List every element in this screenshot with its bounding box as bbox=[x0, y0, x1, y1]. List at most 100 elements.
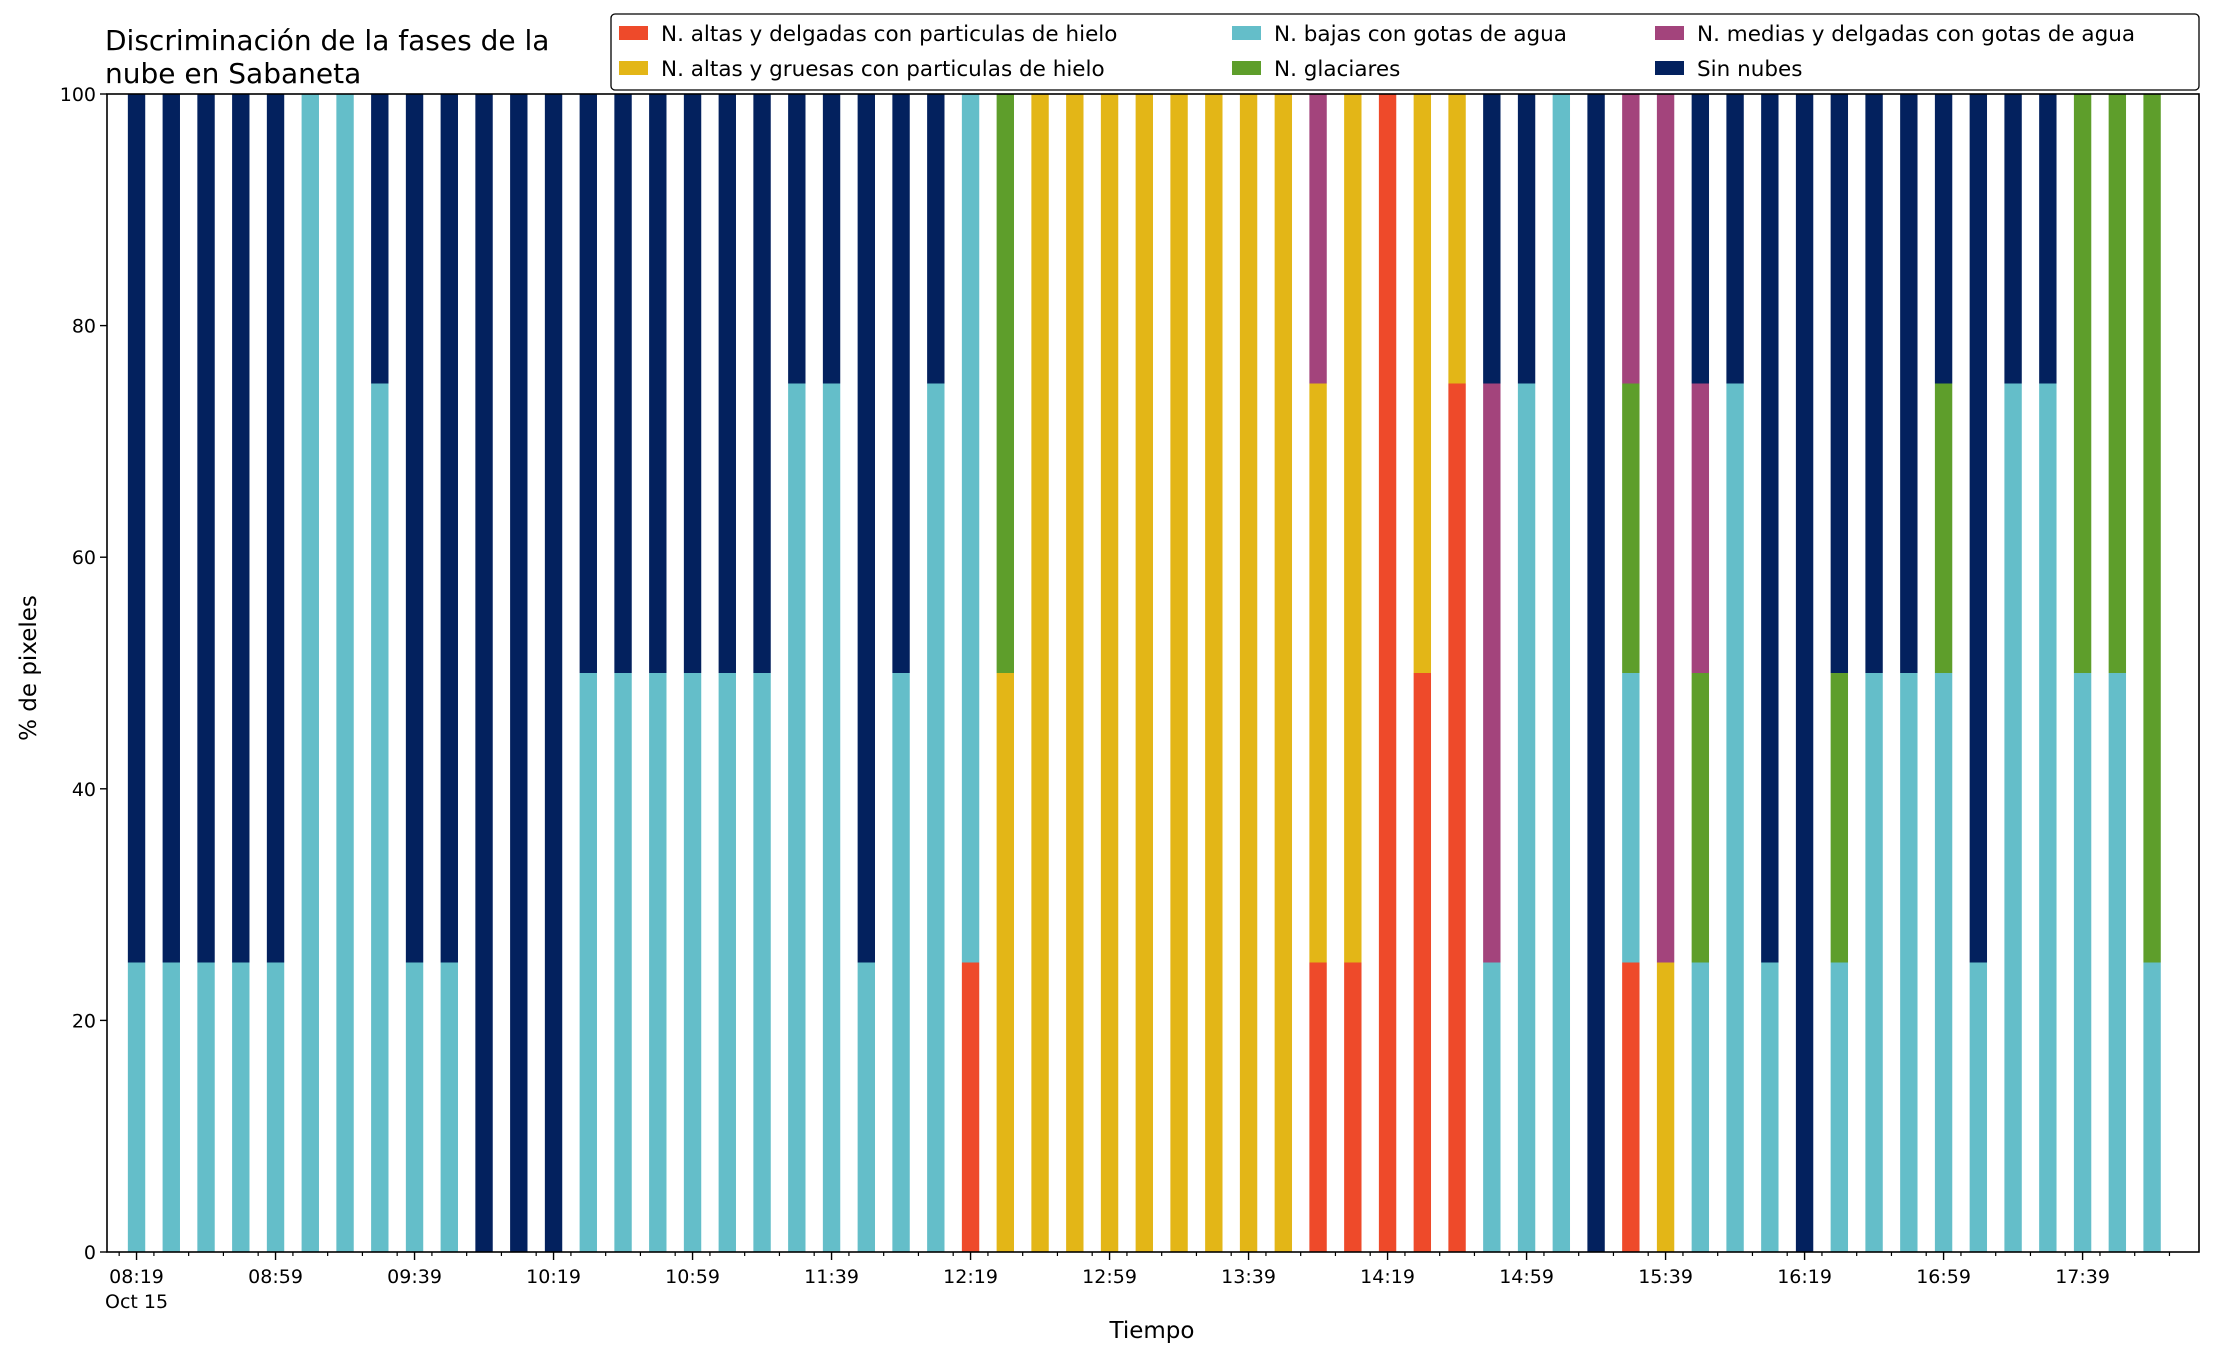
legend-label-4: N. medias y delgadas con gotas de agua bbox=[1697, 22, 2135, 47]
bar-segment-0-34 bbox=[1309, 962, 1327, 1252]
x-tick-label-1: 08:59 bbox=[248, 1266, 303, 1288]
bar-segment-1-44 bbox=[1656, 962, 1675, 1252]
bar-segment-5-50 bbox=[1865, 94, 1883, 673]
bar-segment-2-8 bbox=[405, 962, 424, 1252]
bar-segment-3-25 bbox=[996, 94, 1014, 673]
bar-segment-3-49 bbox=[1830, 673, 1849, 963]
legend-label-3: N. glaciares bbox=[1274, 57, 1400, 82]
legend: N. altas y delgadas con particulas de hi… bbox=[610, 13, 2200, 91]
bar-segment-1-33 bbox=[1274, 94, 1293, 1252]
chart-title-line-1: Discriminación de la fases de la bbox=[105, 24, 549, 57]
legend-swatch-3 bbox=[1232, 61, 1261, 75]
bar-segment-5-48 bbox=[1795, 94, 1814, 1252]
bar-segment-2-51 bbox=[1900, 673, 1918, 1252]
bar-segment-2-18 bbox=[753, 673, 771, 1252]
bar-segment-5-51 bbox=[1900, 94, 1918, 673]
bar-segment-1-26 bbox=[1031, 94, 1049, 1252]
bar-segment-0-36 bbox=[1378, 94, 1397, 1252]
bar-segment-5-52 bbox=[1934, 94, 1953, 384]
bar-segment-1-32 bbox=[1239, 94, 1258, 1252]
legend-label-5: Sin nubes bbox=[1697, 57, 1802, 82]
bar-segment-2-50 bbox=[1865, 673, 1883, 1252]
bar-segment-4-44 bbox=[1656, 94, 1675, 963]
bar-segment-5-9 bbox=[440, 94, 458, 963]
legend-swatch-0 bbox=[619, 26, 648, 40]
bar-segment-5-19 bbox=[788, 94, 806, 384]
x-tick-label-7: 12:59 bbox=[1082, 1266, 1137, 1288]
bar-segment-2-13 bbox=[579, 673, 597, 1252]
x-tick-label-13: 16:59 bbox=[1916, 1266, 1971, 1288]
bar-segment-0-24 bbox=[961, 962, 980, 1252]
x-tick-label-6: 12:19 bbox=[943, 1266, 998, 1288]
bar-segment-5-1 bbox=[162, 94, 180, 963]
bar-segment-5-23 bbox=[927, 94, 945, 384]
bar-segment-3-57 bbox=[2108, 94, 2127, 673]
bar-segment-5-21 bbox=[857, 94, 875, 963]
x-tick-label-5: 11:39 bbox=[804, 1266, 859, 1288]
x-axis-label: Tiempo bbox=[1109, 1318, 1195, 1344]
bar-segment-2-45 bbox=[1691, 962, 1710, 1252]
bar-segment-1-30 bbox=[1170, 94, 1188, 1252]
x-tick-label-9: 14:19 bbox=[1360, 1266, 1415, 1288]
chart-title-line-2: nube en Sabaneta bbox=[105, 57, 361, 90]
bar-segment-2-40 bbox=[1517, 383, 1536, 1252]
bar-segment-5-15 bbox=[649, 94, 667, 673]
bar-segment-0-43 bbox=[1622, 962, 1640, 1252]
x-tick-label-4: 10:59 bbox=[665, 1266, 720, 1288]
x-tick-label-2: 09:39 bbox=[387, 1266, 442, 1288]
bar-segment-2-57 bbox=[2108, 673, 2127, 1252]
legend-swatch-5 bbox=[1655, 61, 1684, 75]
bar-segment-2-15 bbox=[649, 673, 667, 1252]
bar-segment-2-39 bbox=[1483, 962, 1501, 1252]
bar-segment-5-53 bbox=[1969, 94, 1988, 963]
x-tick-label-10: 14:59 bbox=[1499, 1266, 1554, 1288]
bar-segment-2-47 bbox=[1761, 962, 1779, 1252]
bar-segment-5-55 bbox=[2039, 94, 2057, 384]
bar-segment-5-10 bbox=[475, 94, 493, 1252]
bar-segment-2-46 bbox=[1726, 383, 1744, 1252]
bar-segment-5-4 bbox=[266, 94, 285, 963]
bar-segment-1-35 bbox=[1344, 94, 1362, 963]
x-tick-label-14: 17:39 bbox=[2055, 1266, 2110, 1288]
bar-segment-2-43 bbox=[1622, 673, 1640, 963]
bar-segment-5-3 bbox=[232, 94, 250, 963]
legend-swatch-4 bbox=[1655, 26, 1684, 40]
bar-segment-4-34 bbox=[1309, 94, 1327, 384]
legend-box bbox=[610, 13, 2200, 91]
bar-segment-2-14 bbox=[614, 673, 632, 1252]
bar-segment-2-49 bbox=[1830, 962, 1849, 1252]
bar-segment-4-45 bbox=[1691, 383, 1710, 673]
bar-segment-5-16 bbox=[683, 94, 702, 673]
legend-swatch-1 bbox=[619, 61, 648, 75]
bar-segment-2-54 bbox=[2004, 383, 2022, 1252]
bar-segment-2-9 bbox=[440, 962, 458, 1252]
bar-segment-2-41 bbox=[1552, 94, 1571, 1252]
bar-segment-5-2 bbox=[197, 94, 215, 963]
y-tick-label-1: 20 bbox=[72, 1010, 96, 1032]
y-tick-label-4: 80 bbox=[72, 316, 96, 338]
bar-segment-1-38 bbox=[1448, 94, 1466, 384]
bar-segment-2-21 bbox=[857, 962, 875, 1252]
bar-segment-0-35 bbox=[1344, 962, 1362, 1252]
y-axis-label: % de pixeles bbox=[16, 595, 42, 741]
bar-segment-5-17 bbox=[718, 94, 736, 673]
bar-segment-0-37 bbox=[1413, 673, 1432, 1252]
x-tick-label-3: 10:19 bbox=[526, 1266, 581, 1288]
bar-segment-2-3 bbox=[232, 962, 250, 1252]
y-tick-label-2: 40 bbox=[72, 779, 96, 801]
y-axis: 0 20 40 60 80 100 bbox=[60, 84, 107, 1264]
bar-segment-2-55 bbox=[2039, 383, 2057, 1252]
bar-segment-2-22 bbox=[892, 673, 910, 1252]
bar-segment-2-6 bbox=[336, 94, 354, 1252]
bar-segment-1-29 bbox=[1135, 94, 1153, 1252]
bar-segment-5-54 bbox=[2004, 94, 2022, 384]
x-axis: 08:19 Oct 15 08:59 09:39 10:19 10:59 11:39 12:1… bbox=[105, 1252, 2171, 1313]
bar-segment-2-24 bbox=[961, 94, 980, 963]
bar-segment-4-43 bbox=[1622, 94, 1640, 384]
bar-segment-5-46 bbox=[1726, 94, 1744, 384]
bar-segment-2-19 bbox=[788, 383, 806, 1252]
bar-segment-5-14 bbox=[614, 94, 632, 673]
plot-frame bbox=[106, 93, 2200, 1253]
bar-segment-1-31 bbox=[1205, 94, 1223, 1252]
